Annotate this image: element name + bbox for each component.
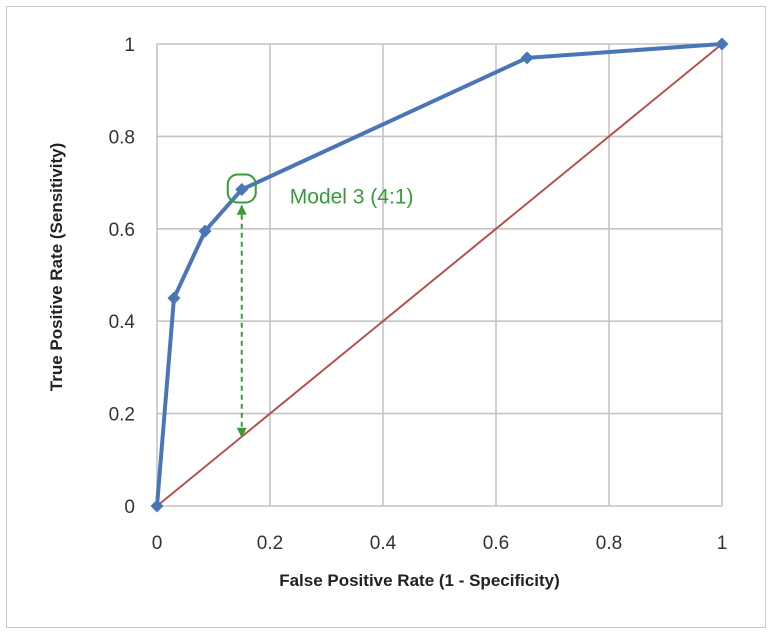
roc-point-marker: [150, 499, 164, 513]
y-tick-label: 0.8: [109, 127, 135, 148]
y-axis-title: True Positive Rate (Sensitivity): [47, 143, 66, 391]
diagonal-reference: [156, 43, 723, 507]
diagonal-line: [156, 43, 723, 507]
x-tick-label: 0: [152, 533, 163, 554]
x-tick-label: 0.2: [257, 533, 283, 554]
y-tick-label: 0.4: [109, 312, 136, 333]
annotation-arrowhead-bottom: [236, 427, 247, 438]
roc-point-marker: [520, 51, 534, 65]
chart-frame: [6, 6, 766, 628]
x-tick-label: 0.6: [483, 533, 509, 554]
y-tick-label: 0.6: [109, 220, 135, 241]
roc-line: [155, 42, 723, 507]
x-axis-title: False Positive Rate (1 - Specificity): [279, 571, 560, 590]
annotation-label: Model 3 (4:1): [290, 185, 414, 208]
annotation: Model 3 (4:1): [226, 173, 414, 438]
y-tick-label: 0: [124, 497, 135, 518]
x-tick-label: 0.4: [370, 533, 397, 554]
roc-point-marker: [235, 183, 249, 197]
y-tick-label: 0.2: [109, 405, 135, 426]
x-tick-label: 0.8: [596, 533, 622, 554]
x-tick-label: 1: [717, 533, 728, 554]
highlight-circle: [226, 173, 257, 204]
roc-point-marker: [198, 224, 212, 238]
tick-labels: 0 0.2 0.4 0.6 0.8 1 0 0.2 0.4 0.6 0.8 1: [109, 35, 728, 554]
roc-series: [150, 37, 729, 513]
y-tick-label: 1: [124, 35, 135, 56]
roc-point-marker: [167, 291, 181, 305]
grid: [156, 43, 723, 507]
roc-point-marker: [715, 37, 729, 51]
annotation-arrowhead-top: [236, 204, 247, 215]
